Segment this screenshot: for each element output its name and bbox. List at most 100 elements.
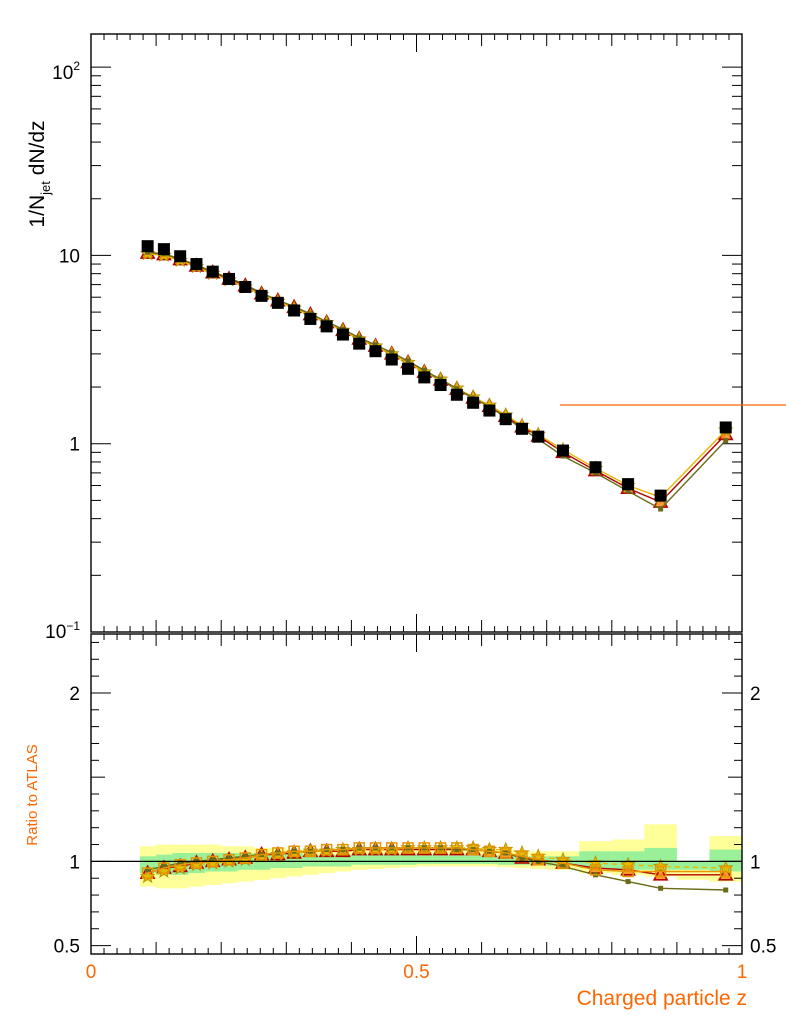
star-marker	[620, 856, 636, 872]
small-square-marker	[145, 867, 151, 873]
open-square-marker	[158, 862, 170, 874]
open-square-marker	[320, 843, 333, 856]
open-square-marker	[557, 857, 569, 869]
open-square-marker	[434, 842, 447, 854]
small-square-marker	[519, 855, 525, 861]
square-marker	[141, 240, 154, 253]
xlabel: Charged particle z	[577, 987, 747, 1010]
ratio-series-3	[141, 842, 732, 879]
square-marker	[255, 289, 268, 302]
open-square-marker	[654, 865, 667, 878]
ratio-series-line	[147, 847, 726, 878]
open-square-marker	[337, 843, 349, 856]
open-square-marker	[483, 845, 496, 858]
main-series-line	[147, 253, 727, 499]
ratio-inner-band-bin	[465, 855, 482, 864]
square-marker	[353, 337, 366, 350]
small-square-marker	[372, 342, 378, 348]
ratio-inner-band-bin	[676, 861, 710, 870]
ratio-inner-band-bin	[367, 854, 384, 865]
ratio-panel-frame	[90, 633, 743, 955]
main-series-1	[139, 245, 734, 504]
open-square-marker	[174, 858, 186, 871]
ratio-right-ytick-label-2: 2	[750, 684, 761, 705]
square-marker	[483, 404, 496, 417]
square-marker	[515, 422, 528, 435]
ratio-right-ytick-label-1: 1	[750, 852, 761, 873]
square-marker	[223, 272, 236, 285]
square-marker	[157, 243, 170, 256]
main-ytick-label-10: 10	[59, 246, 80, 267]
small-square-marker	[658, 885, 664, 891]
small-square-marker	[226, 855, 232, 861]
open-square-marker	[255, 848, 268, 861]
main-ylabel: 1/Njet dN/dz	[26, 120, 53, 227]
open-square-marker	[141, 867, 154, 879]
open-square-marker	[353, 842, 365, 854]
xtick-label-0: 0	[86, 962, 97, 983]
square-marker	[622, 478, 635, 491]
open-square-marker	[272, 847, 284, 859]
open-square-marker	[239, 852, 252, 864]
open-square-marker	[418, 842, 431, 854]
small-square-marker	[723, 887, 729, 893]
main-series-3	[141, 240, 732, 502]
open-square-marker	[622, 865, 634, 878]
open-square-marker	[467, 843, 479, 856]
small-square-marker	[210, 857, 216, 863]
open-square-marker	[288, 845, 300, 858]
ratio-inner-band-bin	[449, 855, 466, 864]
small-square-marker	[560, 863, 566, 869]
main-panel-frame	[90, 33, 743, 633]
ratio-inner-band-bin	[335, 854, 352, 867]
small-square-marker	[454, 386, 460, 392]
square-marker	[190, 258, 203, 271]
open-square-marker	[532, 853, 544, 866]
small-square-marker	[405, 358, 411, 364]
small-square-marker	[161, 863, 167, 869]
ratio-inner-band-bin	[416, 855, 433, 864]
square-marker	[174, 250, 187, 263]
ratio-inner-band-bin	[302, 854, 319, 867]
square-marker	[499, 413, 512, 426]
square-marker	[206, 265, 219, 278]
main-ytick-label-1: 1	[69, 435, 80, 456]
square-marker	[271, 296, 284, 309]
ratio-inner-band-bin	[318, 854, 336, 867]
series-layer	[139, 240, 734, 893]
open-square-marker	[719, 865, 732, 878]
small-square-marker	[723, 438, 729, 444]
ratio-series-line	[147, 847, 726, 874]
square-marker	[654, 489, 667, 502]
ratio-ylabel: Ratio to ATLAS	[24, 744, 41, 845]
square-marker	[336, 328, 349, 341]
ratio-right-ytick-label-0.5: 0.5	[750, 937, 776, 958]
ratio-inner-band-bin	[481, 855, 498, 864]
main-ytick-label-100: 102	[52, 59, 80, 84]
xtick-label-0.5: 0.5	[403, 962, 429, 983]
square-marker	[402, 362, 415, 375]
main-ytick-label-0.1: 10−1	[45, 619, 80, 643]
open-square-marker	[190, 857, 203, 869]
xtick-label-1: 1	[737, 962, 748, 983]
small-square-marker	[389, 350, 395, 356]
small-square-marker	[625, 879, 631, 885]
ratio-ytick-label-1: 1	[69, 852, 80, 873]
square-marker	[385, 353, 398, 366]
square-marker	[239, 280, 252, 293]
square-marker	[450, 388, 463, 401]
open-square-marker	[369, 842, 382, 854]
square-marker	[434, 379, 447, 392]
ratio-inner-band-bin	[432, 855, 450, 864]
square-marker	[532, 430, 545, 443]
ratio-ytick-label-2: 2	[69, 684, 80, 705]
square-marker	[589, 461, 602, 474]
square-marker	[556, 444, 569, 457]
open-square-marker	[386, 842, 398, 854]
square-marker	[304, 312, 317, 325]
small-square-marker	[454, 847, 460, 853]
ratio-inner-band-bin	[497, 855, 515, 865]
square-marker	[719, 421, 732, 434]
square-marker	[288, 304, 301, 317]
